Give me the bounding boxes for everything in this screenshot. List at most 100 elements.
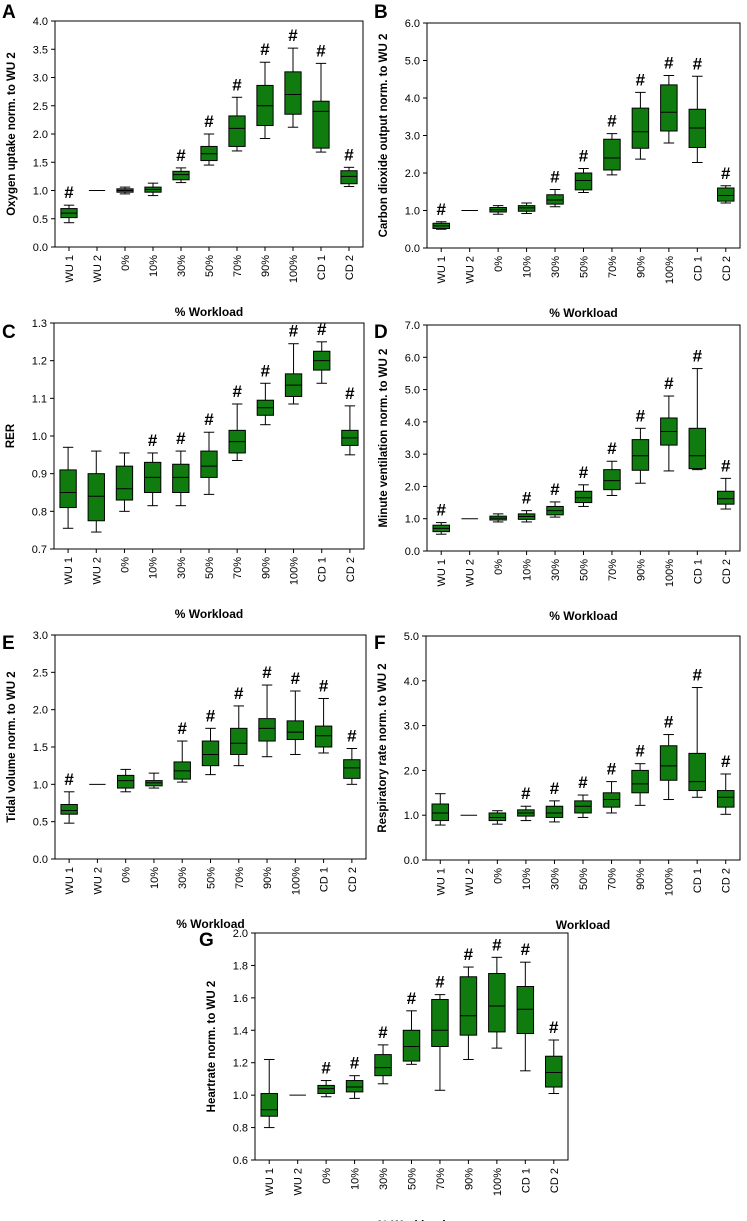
iqr-box (688, 752, 706, 792)
y-tick-label: 1.0 (32, 431, 47, 443)
box-wu1: # (432, 501, 450, 535)
iqr-box (488, 812, 507, 822)
significance-marker: # (289, 322, 299, 341)
box-90: # (256, 40, 274, 140)
significance-marker: # (607, 112, 617, 131)
y-tick-label: 3.5 (33, 44, 48, 56)
significance-marker: # (522, 489, 532, 508)
x-tick-label: 0% (492, 868, 504, 884)
y-tick-label: 4.0 (405, 93, 420, 105)
iqr-box (286, 720, 305, 741)
iqr-box (230, 727, 248, 755)
iqr-box (545, 805, 564, 818)
x-tick-label: 70% (232, 557, 244, 579)
x-tick-label: 10% (522, 256, 534, 278)
box-wu1 (260, 1058, 278, 1129)
box-10: # (517, 784, 535, 822)
iqr-box (200, 450, 218, 478)
iqr-box (660, 84, 678, 132)
box-cd1: # (688, 54, 707, 163)
significance-marker: # (204, 112, 214, 131)
x-tick-label: 10% (350, 1168, 362, 1190)
y-tick-label: 2.5 (33, 101, 48, 113)
iqr-box (317, 1084, 335, 1095)
y-tick-label: 6.0 (405, 18, 420, 30)
x-tick-label: 70% (234, 867, 246, 889)
box-50: # (402, 989, 421, 1065)
significance-marker: # (550, 480, 560, 499)
y-axis-label: Respiratory rate norm. to WU 2 (377, 663, 389, 832)
y-tick-label: 1.0 (233, 1090, 248, 1102)
box-cd2: # (340, 145, 358, 188)
significance-marker: # (464, 945, 474, 964)
x-tick-label: 90% (463, 1168, 475, 1190)
x-tick-label: 70% (232, 255, 244, 277)
y-axis-label: Oxygen uptake norm. to WU 2 (6, 52, 18, 216)
significance-marker: # (436, 501, 446, 520)
y-axis-label: Carbon dioxide output norm. to WU 2 (378, 34, 390, 238)
box-10 (145, 772, 163, 789)
iqr-box (545, 1055, 563, 1088)
x-tick-label: CD 1 (692, 256, 704, 281)
x-tick-label: 0% (493, 559, 505, 575)
panel-letter-e: E (2, 633, 15, 654)
iqr-box (258, 718, 276, 742)
x-axis-label: % Workload (377, 1218, 445, 1221)
significance-marker: # (148, 431, 158, 450)
x-tick-label: WU 2 (465, 256, 477, 284)
box-cd1: # (314, 676, 333, 754)
panel-b: B 0.0 1.0 2.0 3.0 4.0 5.0 6.0 WU 1 WU 2 0% 10% 30% 50… (374, 2, 741, 320)
box-30: # (173, 719, 191, 783)
box-cd2: # (341, 384, 359, 456)
box-30: # (374, 1023, 392, 1085)
y-tick-label: 1.5 (33, 157, 48, 169)
iqr-box (431, 803, 450, 822)
y-tick-label: 1.2 (233, 1058, 248, 1070)
y-tick-label: 2.0 (405, 168, 420, 180)
significance-marker: # (664, 54, 674, 73)
box-10 (517, 202, 536, 214)
box-0 (116, 768, 135, 793)
y-tick-label: 2.0 (233, 928, 248, 940)
box-90: # (631, 406, 650, 484)
iqr-box (402, 1029, 421, 1062)
significance-marker: # (234, 684, 244, 703)
x-tick-label: 30% (176, 557, 188, 579)
x-tick-label: WU 2 (92, 255, 104, 283)
x-tick-label: CD 1 (520, 1168, 532, 1193)
panel-letter-d: D (374, 322, 388, 343)
significance-marker: # (177, 719, 187, 738)
box-100: # (284, 322, 303, 405)
iqr-box (343, 759, 361, 779)
box-90: # (631, 70, 650, 160)
y-tick-label: 1.0 (33, 186, 48, 198)
iqr-box (172, 463, 190, 493)
y-tick-label: 0.8 (32, 506, 47, 518)
iqr-box (459, 976, 478, 1036)
iqr-box (260, 1093, 278, 1117)
iqr-box (516, 986, 535, 1035)
significance-marker: # (521, 940, 531, 959)
significance-marker: # (288, 26, 298, 45)
panel-a: A 0.0 0.5 1.0 1.5 2.0 2.5 3.0 3.5 4.0 WU 1 WU 2 0% 10… (2, 2, 364, 319)
x-tick-label: 100% (492, 1168, 504, 1196)
x-tick-label: CD 2 (549, 1168, 561, 1193)
significance-marker: # (607, 439, 617, 458)
box-90: # (459, 945, 478, 1060)
box-100: # (659, 713, 678, 801)
y-axis-label: RER (5, 423, 17, 448)
iqr-box (201, 740, 220, 767)
x-tick-label: 50% (578, 868, 590, 890)
box-100: # (488, 935, 506, 1049)
significance-marker: # (407, 989, 417, 1008)
x-tick-label: 100% (288, 255, 300, 283)
y-tick-label: 3.0 (33, 630, 48, 642)
iqr-box (314, 725, 333, 748)
x-tick-label: 100% (664, 256, 676, 284)
x-tick-label: WU 2 (293, 1168, 305, 1196)
x-tick-label: CD 1 (316, 255, 328, 280)
box-0 (115, 452, 134, 512)
x-tick-label: 70% (607, 256, 619, 278)
iqr-box (312, 100, 330, 149)
